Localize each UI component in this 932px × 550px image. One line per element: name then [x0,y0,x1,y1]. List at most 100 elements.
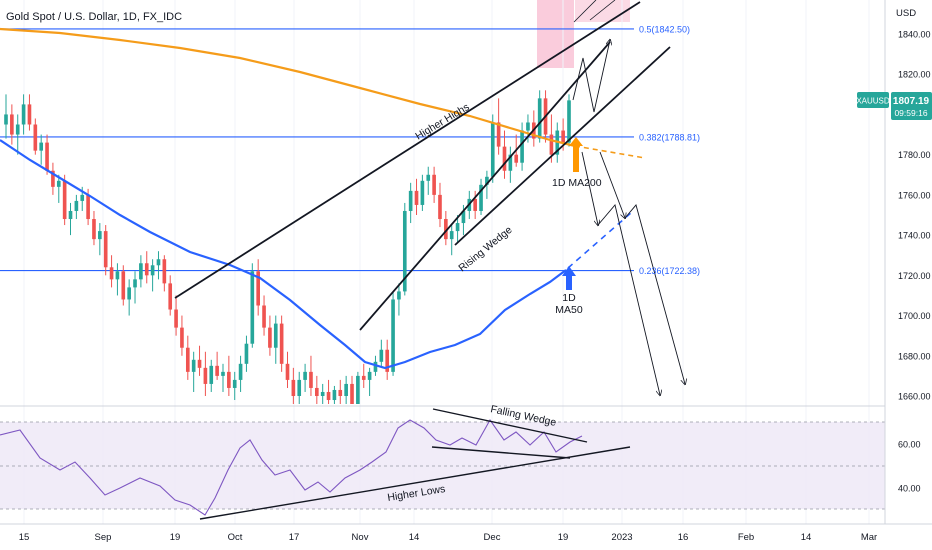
candle-body-6 [39,142,44,151]
candle-body-22 [133,279,137,288]
price-tick-1780.00: 1780.00 [898,150,931,160]
time-tick-2023: 2023 [611,532,632,543]
candle-body-35 [209,365,214,384]
time-axis[interactable]: 15 Sep 19 Oct 17 Nov 14 Dec 19 2023 16 Feb 14 Mar [19,532,877,543]
falling-wedge-upper-line[interactable] [432,408,588,443]
candle-body-51 [303,371,307,380]
candle-body-34 [203,367,208,384]
candle-body-3 [21,104,26,125]
time-tick-Oct: Oct [228,532,243,543]
candle-body-67 [397,291,401,300]
candle-body-28 [168,283,173,310]
candle-body-58 [344,383,348,396]
candle-body-54 [320,391,325,396]
higher-highs-label: Higher Highs [413,101,471,143]
candle-body-38 [227,371,231,388]
candle-body-42 [250,271,255,344]
candle-body-95 [561,130,565,143]
candle-body-49 [291,379,296,396]
candle-body-7 [45,142,49,171]
candle-body-15 [92,219,96,240]
symbol-badge [857,92,889,108]
fib-label-1788.81: 0.382(1788.81) [639,132,700,142]
candle-body-30 [180,327,184,348]
time-tick-Nov: Nov [352,532,369,543]
candle-body-37 [221,371,225,376]
candle-body-8 [51,170,55,187]
ma50-label-line1: 1D [562,292,576,304]
higher-lows-line[interactable] [199,446,631,520]
ma200-arrow-icon [569,137,583,172]
higher-highs-line[interactable] [174,1,641,299]
candle-body-89 [526,122,530,131]
falling-wedge-lower-line[interactable] [431,446,571,459]
price-axis-unit: USD [896,8,916,19]
candle-body-39 [232,379,237,388]
resistance-zone [537,0,574,68]
candle-body-71 [420,180,425,205]
candle-body-57 [338,389,343,396]
candle-body-41 [244,343,249,364]
rsi-tick-40.00: 40.00 [898,484,921,494]
rsi-axis[interactable]: 60.00 40.00 [898,440,921,494]
candle-body-31 [185,347,190,372]
rsi-line [0,418,583,516]
time-tick-19: 19 [558,532,569,543]
candle-body-76 [449,231,454,240]
candle-body-81 [479,184,483,211]
price-axis[interactable]: 1840.001820.001800.001780.001760.001740.… [898,30,931,402]
fib-label-1842.5: 0.5(1842.50) [639,24,690,34]
candle-body-32 [191,359,196,372]
upside-projection-c [589,0,616,21]
time-tick-19: 19 [170,532,181,543]
time-tick-14: 14 [801,532,812,543]
chart-title: Gold Spot / U.S. Dollar, 1D, FX_IDC [6,11,182,23]
candle-body-46 [273,323,278,348]
rsi-tick-60.00: 60.00 [898,440,921,450]
candle-body-84 [496,122,501,147]
candle-body-27 [162,259,167,284]
fib-label-1722.38: 0.236(1722.38) [639,266,700,276]
candle-body-77 [455,223,460,232]
candle-body-68 [402,210,407,292]
price-tick-1760.00: 1760.00 [898,190,931,200]
downside-projection-d [624,204,685,384]
time-tick-17: 17 [289,532,300,543]
symbol-label: XAUUSD [856,97,890,106]
candle-body-4 [27,104,32,125]
candle-body-36 [215,365,219,376]
ma200-line [0,27,576,148]
downside-projection-b [599,151,625,218]
time-tick-Mar: Mar [861,532,877,543]
candle-body-91 [537,98,542,139]
candle-body-93 [549,134,554,155]
candle-body-14 [86,194,90,220]
time-tick-Dec: Dec [484,532,501,543]
rising-wedge-upper-line[interactable] [359,41,611,331]
candle-body-2 [15,124,20,135]
time-tick-16: 16 [678,532,689,543]
candle-body-16 [98,231,102,240]
candle-body-60 [356,375,360,404]
candle-body-69 [408,190,413,211]
projection-arrows [572,0,685,395]
candle-body-86 [508,154,513,171]
time-tick-Feb: Feb [738,532,754,543]
candle-body-61 [361,375,366,380]
candle-body-13 [80,194,85,201]
rising-wedge-label: Rising Wedge [456,224,514,274]
downside-projection-a [581,151,598,225]
candle-body-40 [238,363,243,380]
ma200-label: 1D MA200 [552,177,602,189]
price-badge[interactable]: XAUUSD 1807.19 09:59:16 [856,92,932,120]
time-tick-15: 15 [19,532,30,543]
candle-body-88 [520,130,524,163]
candle-body-55 [326,391,331,401]
rising-wedge-lower-line[interactable] [454,46,671,246]
candle-body-5 [33,124,38,151]
candle-body-52 [309,371,313,388]
candle-body-11 [68,210,73,220]
candle-body-10 [62,180,67,220]
price-tick-1840.00: 1840.00 [898,30,931,40]
